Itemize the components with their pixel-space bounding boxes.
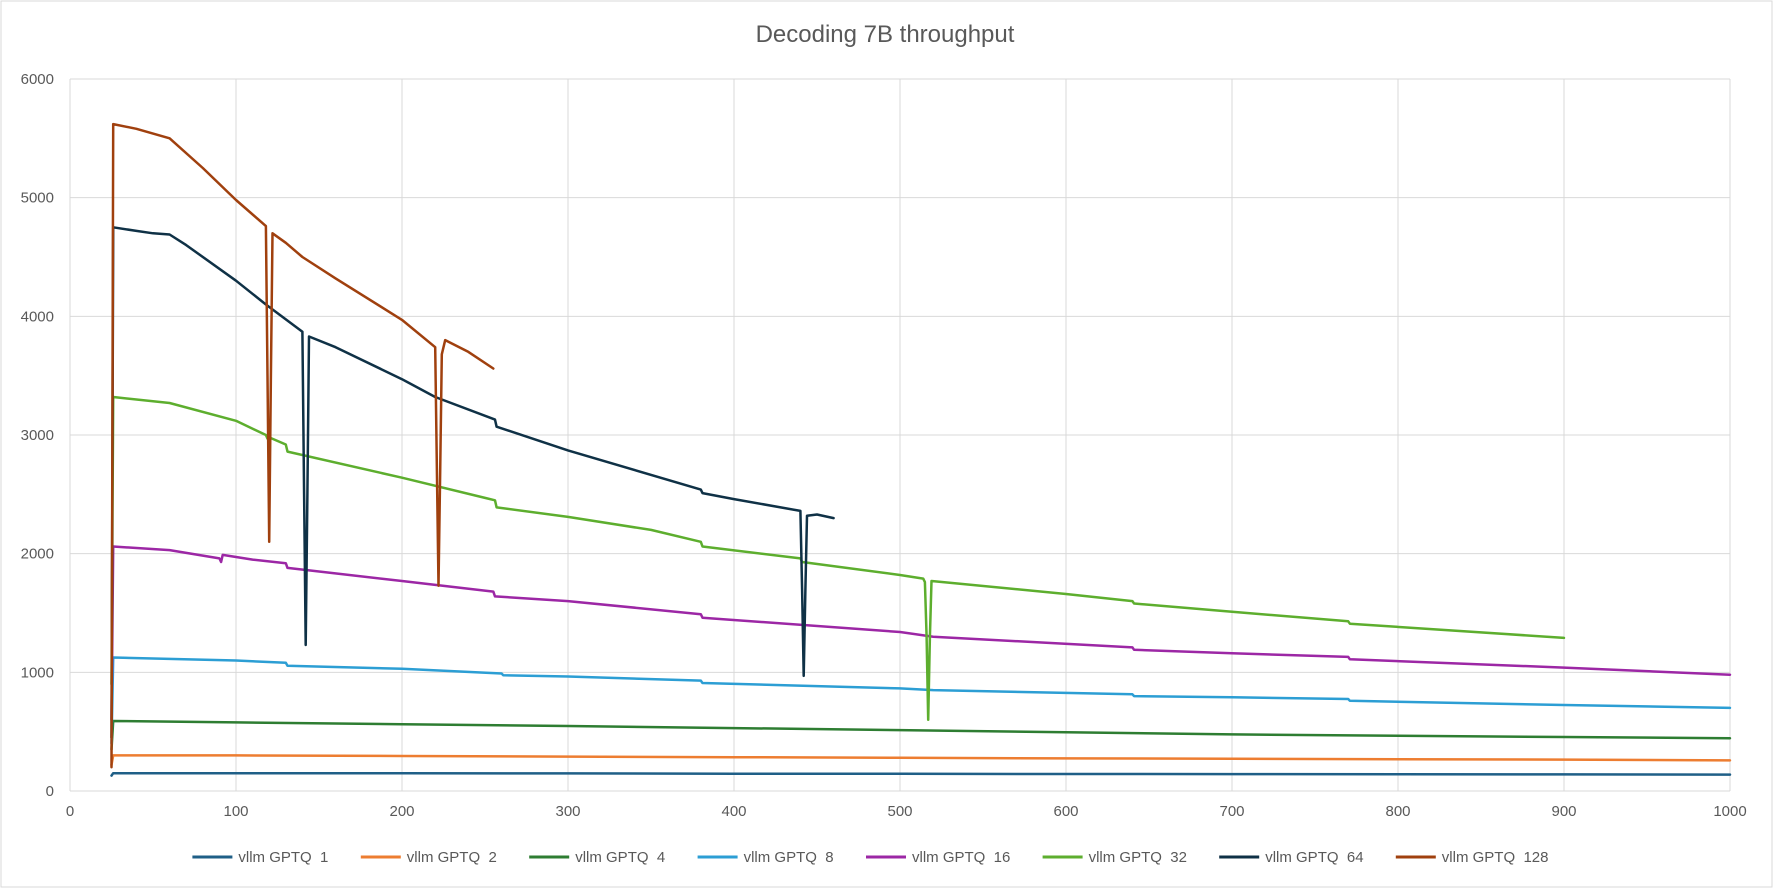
x-tick-label: 500 (887, 803, 912, 820)
series-lines (110, 122, 1732, 777)
legend-item: vllm GPTQ 1 (192, 849, 328, 866)
legend-label: vllm GPTQ 1 (238, 849, 328, 866)
series-line-8 (110, 122, 495, 769)
series-line-4 (110, 656, 1732, 745)
series-line-2 (110, 754, 1732, 767)
legend-item: vllm GPTQ 16 (866, 849, 1010, 866)
chart-title: Decoding 7B throughput (756, 21, 1015, 48)
axes: 0 1000 2000 3000 4000 5000 6000 0 100 200 300 400 50… (21, 71, 1747, 820)
legend-item: vllm GPTQ 4 (529, 849, 665, 866)
legend-label: vllm GPTQ 2 (407, 849, 497, 866)
legend-label: vllm GPTQ 128 (1442, 849, 1549, 866)
x-tick-label: 900 (1551, 803, 1576, 820)
x-tick-label: 0 (66, 803, 74, 820)
legend-item: vllm GPTQ 128 (1395, 849, 1549, 866)
series-line-1 (110, 771, 1732, 777)
y-tick-label: 4000 (21, 308, 54, 325)
x-tick-label: 300 (555, 803, 580, 820)
legend-label: vllm GPTQ 32 (1089, 849, 1187, 866)
y-tick-label: 1000 (21, 664, 54, 681)
y-tick-label: 0 (46, 783, 54, 800)
legend-label: vllm GPTQ 4 (575, 849, 665, 866)
legend-item: vllm GPTQ 32 (1042, 849, 1187, 866)
x-tick-label: 400 (721, 803, 746, 820)
legend-item: vllm GPTQ 2 (360, 849, 497, 866)
series-line-3 (110, 719, 1732, 751)
series-line-7 (110, 226, 835, 739)
series-line-5 (110, 545, 1732, 722)
y-tick-label: 2000 (21, 546, 54, 563)
x-tick-label: 800 (1385, 803, 1410, 820)
gridlines (69, 78, 1731, 792)
legend-label: vllm GPTQ 8 (744, 849, 834, 866)
x-tick-label: 700 (1219, 803, 1244, 820)
legend-label: vllm GPTQ 16 (912, 849, 1010, 866)
x-tick-label: 200 (389, 803, 414, 820)
x-tick-label: 600 (1053, 803, 1078, 820)
legend-label: vllm GPTQ 64 (1265, 849, 1363, 866)
y-tick-label: 6000 (21, 71, 54, 88)
y-tick-label: 3000 (21, 427, 54, 444)
legend-item: vllm GPTQ 8 (697, 849, 834, 866)
x-tick-label: 1000 (1713, 803, 1746, 820)
legend: vllm GPTQ 1 vllm GPTQ 2 vllm GPTQ 4 vllm GP… (192, 849, 1549, 866)
x-tick-label: 100 (223, 803, 248, 820)
y-tick-label: 5000 (21, 190, 54, 207)
legend-item: vllm GPTQ 64 (1219, 849, 1364, 866)
